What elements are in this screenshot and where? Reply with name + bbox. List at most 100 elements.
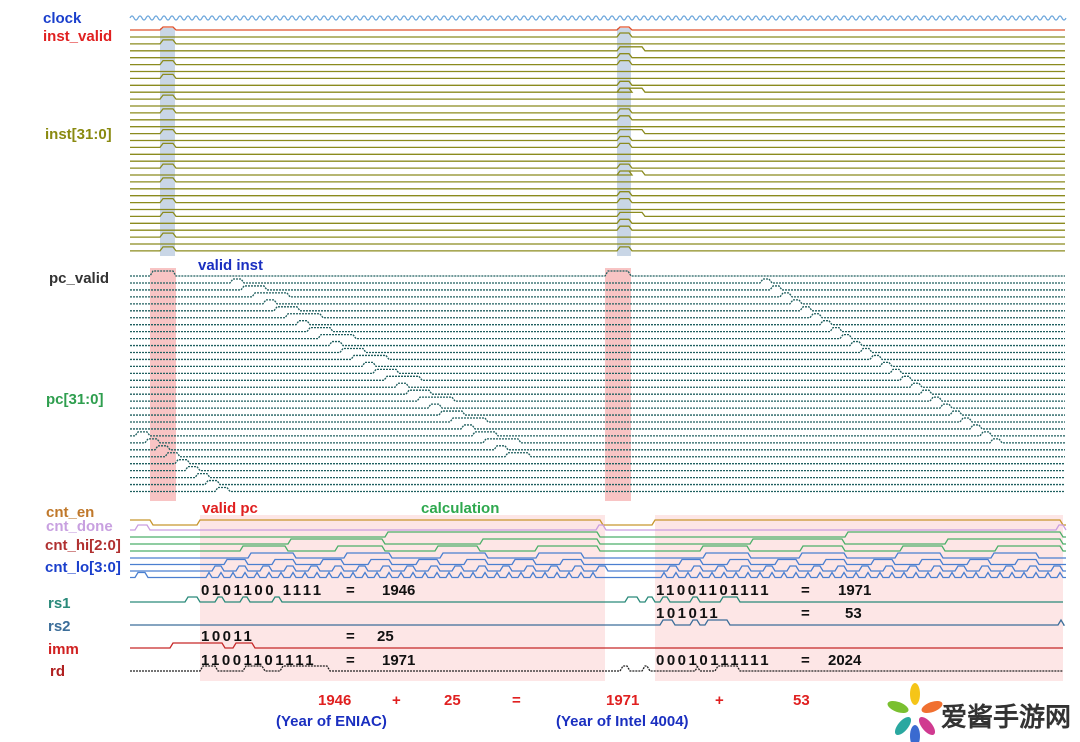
equation-1946: 1946 bbox=[318, 692, 351, 709]
pc-bit-wave bbox=[130, 438, 1065, 444]
pc-bit-wave bbox=[130, 361, 1065, 368]
inst-bit-wave bbox=[130, 59, 1065, 66]
cnt-hi-0-wave bbox=[130, 545, 1066, 552]
pc-bit-wave bbox=[130, 347, 1065, 354]
inst-bit-wave bbox=[130, 46, 1065, 52]
cnt-hi-2-wave bbox=[130, 531, 1066, 538]
label-rd: rd bbox=[50, 663, 65, 680]
inst-bit-wave bbox=[130, 39, 1065, 45]
pc-bit-wave bbox=[130, 333, 1065, 340]
rs1-wave bbox=[130, 596, 1063, 603]
pc-bit-wave bbox=[130, 313, 1065, 319]
pc-highlight-1 bbox=[150, 268, 176, 501]
note-intel-4004: (Year of Intel 4004) bbox=[556, 713, 689, 730]
pc-bit-wave bbox=[130, 354, 1065, 361]
inst-valid-wave bbox=[130, 26, 1065, 31]
pc-bit-wave bbox=[130, 479, 1065, 486]
cnt-done-wave bbox=[130, 524, 1067, 531]
inst-bit-wave bbox=[130, 80, 1065, 86]
inst-bit-wave bbox=[130, 246, 1065, 252]
note-eniac: (Year of ENIAC) bbox=[276, 713, 387, 730]
label-rs1: rs1 bbox=[48, 595, 71, 612]
pc-bit-wave bbox=[130, 368, 1065, 374]
pc-bit-wave bbox=[130, 472, 1065, 479]
rd-wave bbox=[130, 665, 1063, 672]
op1-imm-bits: 10011 bbox=[201, 628, 254, 645]
op1-imm-eq: = bbox=[346, 628, 355, 645]
op1-imm-value: 25 bbox=[377, 628, 394, 645]
op2-rs2-eq: = bbox=[801, 605, 810, 622]
inst-bit-wave bbox=[130, 163, 1065, 169]
rs2-wave bbox=[130, 618, 1066, 626]
cnt-lo-wave bbox=[130, 552, 1066, 559]
op1-rs1-bits: 0101100 1111 bbox=[201, 582, 324, 599]
clock-wave bbox=[129, 15, 1067, 21]
pc-bit-wave bbox=[130, 417, 1065, 423]
pc-bit-wave bbox=[130, 396, 1065, 402]
pc-bit-wave bbox=[130, 306, 1065, 312]
pc-bit-wave bbox=[130, 375, 1065, 381]
label-clock: clock bbox=[43, 10, 82, 27]
op2-rs2-value: 53 bbox=[845, 605, 862, 622]
equation-plus-1: + bbox=[392, 692, 401, 709]
pc-valid-wave bbox=[130, 270, 1065, 277]
pc-bit-wave bbox=[130, 431, 1065, 437]
equation-1971: 1971 bbox=[606, 692, 639, 709]
annotation-valid-pc: valid pc bbox=[202, 500, 258, 517]
equation-plus-2: + bbox=[715, 692, 724, 709]
pc-bit-wave bbox=[130, 382, 1065, 388]
op1-rd-eq: = bbox=[346, 652, 355, 669]
pc-bit-wave bbox=[130, 285, 1065, 291]
op2-rd-eq: = bbox=[801, 652, 810, 669]
inst-bit-wave bbox=[130, 128, 1065, 135]
inst-bit-wave bbox=[130, 135, 1065, 142]
label-pc-valid: pc_valid bbox=[49, 270, 109, 287]
label-cnt-lo: cnt_lo[3:0] bbox=[45, 559, 121, 576]
calc-region-1 bbox=[200, 515, 605, 681]
inst-bit-wave bbox=[130, 218, 1065, 224]
annotation-valid-inst: valid inst bbox=[198, 257, 263, 274]
pc-bit-wave bbox=[130, 292, 1065, 298]
label-cnt-hi: cnt_hi[2:0] bbox=[45, 537, 121, 554]
imm-wave bbox=[130, 642, 1063, 649]
equation-equals: = bbox=[512, 692, 521, 709]
inst-bit-wave bbox=[130, 73, 1065, 80]
inst-bit-wave bbox=[130, 108, 1065, 114]
pc-bit-wave bbox=[130, 340, 1065, 347]
label-cnt-done: cnt_done bbox=[46, 518, 113, 535]
pc-bit-wave bbox=[130, 299, 1065, 305]
op1-rd-bits: 11001101111 bbox=[201, 652, 316, 669]
inst-bit-wave bbox=[130, 94, 1065, 100]
cnt-en-wave bbox=[130, 519, 1066, 526]
inst-bit-wave bbox=[130, 115, 1065, 121]
label-inst-valid: inst_valid bbox=[43, 28, 112, 45]
op2-rs2-bits: 101011 bbox=[656, 605, 720, 622]
op2-rs1-bits: 11001101111 bbox=[656, 582, 771, 599]
pc-bit-wave bbox=[130, 327, 1065, 333]
pc-bit-wave bbox=[130, 466, 1065, 472]
pc-bit-wave bbox=[130, 278, 1065, 284]
label-cnt-en: cnt_en bbox=[46, 504, 94, 521]
inst-bit-wave bbox=[130, 32, 1065, 38]
label-rs2: rs2 bbox=[48, 618, 71, 635]
inst-bit-wave bbox=[130, 225, 1065, 231]
equation-25: 25 bbox=[444, 692, 461, 709]
inst-bit-wave bbox=[130, 211, 1065, 218]
op2-rs1-value: 1971 bbox=[838, 582, 871, 599]
inst-bit-wave bbox=[130, 232, 1065, 238]
op2-rs1-eq: = bbox=[801, 582, 810, 599]
op2-rd-bits: 00010111111 bbox=[656, 652, 771, 669]
inst-bit-wave bbox=[130, 191, 1065, 197]
label-pc: pc[31:0] bbox=[46, 391, 104, 408]
pc-highlight-2 bbox=[605, 268, 631, 501]
inst-bit-wave bbox=[130, 177, 1065, 183]
pc-bit-wave bbox=[130, 459, 1065, 465]
op1-rs1-value: 1946 bbox=[382, 582, 415, 599]
pc-bit-wave bbox=[130, 389, 1065, 395]
inst-bit-wave bbox=[130, 197, 1065, 204]
pc-bit-wave bbox=[130, 486, 1065, 493]
label-imm: imm bbox=[48, 641, 79, 658]
inst-bit-wave bbox=[130, 142, 1065, 149]
cnt-lo-wave bbox=[130, 565, 1066, 572]
